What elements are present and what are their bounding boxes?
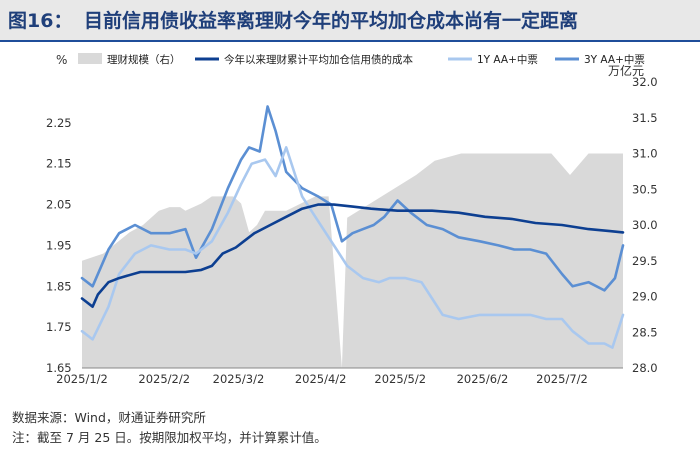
x-tick-label: 2025/1/2 (56, 372, 108, 386)
y-left-tick-label: 2.25 (46, 116, 72, 130)
y-right-tick-label: 28.0 (632, 361, 658, 375)
area-layer (82, 153, 623, 368)
y-right-tick-label: 31.0 (632, 147, 658, 161)
y-right-unit: 万亿元 (608, 63, 644, 78)
labels-layer: 2.25 2.15 2.05 1.95 1.85 1.75 1.65 32.0 31.5 31.0… (46, 53, 658, 386)
series-area-scale (82, 153, 623, 368)
y-right-tick-label: 30.0 (632, 218, 658, 232)
figure-title: 目前信用债收益率离理财今年的平均加仓成本尚有一定距离 (84, 10, 579, 32)
y-right-tick-label: 29.0 (632, 290, 658, 304)
y-left-tick-label: 1.85 (46, 279, 72, 293)
x-tick-label: 2025/7/2 (536, 372, 588, 386)
y-left-tick-label: 2.15 (46, 157, 72, 171)
figure-header: 图16： 目前信用债收益率离理财今年的平均加仓成本尚有一定距离 (0, 0, 700, 42)
x-tick-label: 2025/4/2 (295, 372, 347, 386)
footnote: 注：截至 7 月 25 日。按期限加权平均，并计算累计值。 (12, 430, 327, 445)
y-right-tick-label: 30.5 (632, 182, 658, 196)
legend-label: 理财规模（右） (107, 53, 181, 66)
x-tick-label: 2025/6/2 (457, 372, 509, 386)
y-left-unit: % (56, 53, 67, 67)
legend-label: 3Y AA+中票 (584, 53, 645, 66)
legend-label: 1Y AA+中票 (477, 53, 538, 66)
series-line-3 (80, 105, 625, 292)
y-left-tick-label: 1.75 (46, 320, 72, 334)
legend: 理财规模（右） 今年以来理财累计平均加仓信用债的成本 1Y AA+中票 3Y AA+中… (78, 53, 645, 66)
series-line-2 (80, 146, 625, 349)
lines-layer (80, 105, 625, 349)
x-tick-label: 2025/5/2 (374, 372, 426, 386)
x-tick-label: 2025/2/2 (138, 372, 190, 386)
source-note: 数据来源：Wind，财通证券研究所 (12, 410, 206, 425)
chart: 2.25 2.15 2.05 1.95 1.85 1.75 1.65 32.0 31.5 31.0… (46, 53, 658, 386)
y-right-tick-label: 29.5 (632, 254, 658, 268)
figure-label: 图16： (8, 10, 73, 32)
y-right-tick-label: 31.5 (632, 111, 658, 125)
legend-label: 今年以来理财累计平均加仓信用债的成本 (224, 53, 413, 66)
y-left-tick-label: 1.95 (46, 238, 72, 252)
y-right-tick-label: 28.5 (632, 325, 658, 339)
y-right-tick-label: 32.0 (632, 75, 658, 89)
y-left-tick-label: 1.65 (46, 361, 72, 375)
x-tick-label: 2025/3/2 (213, 372, 265, 386)
y-left-tick-label: 2.05 (46, 198, 72, 212)
series-line-1 (80, 203, 625, 309)
legend-swatch (78, 53, 102, 64)
